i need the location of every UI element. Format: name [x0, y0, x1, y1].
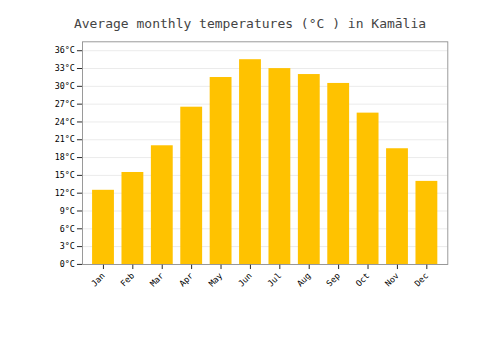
svg-text:27°C: 27°C [55, 99, 75, 109]
svg-text:Mar: Mar [148, 271, 166, 289]
svg-text:18°C: 18°C [55, 152, 75, 162]
svg-text:Dec: Dec [412, 271, 430, 289]
svg-text:0°C: 0°C [60, 259, 75, 269]
svg-text:3°C: 3°C [60, 241, 75, 251]
svg-text:12°C: 12°C [55, 188, 75, 198]
svg-text:Sep: Sep [324, 271, 342, 289]
svg-text:24°C: 24°C [55, 117, 75, 127]
svg-text:Jun: Jun [236, 271, 254, 289]
svg-text:Oct: Oct [354, 271, 372, 289]
svg-text:6°C: 6°C [60, 223, 75, 233]
svg-text:Jul: Jul [265, 271, 283, 289]
svg-text:Nov: Nov [383, 271, 401, 289]
svg-text:Jan: Jan [89, 271, 107, 289]
svg-text:May: May [207, 271, 225, 289]
svg-text:Aug: Aug [295, 271, 313, 289]
svg-text:Apr: Apr [177, 271, 195, 289]
svg-text:36°C: 36°C [55, 45, 75, 55]
svg-text:30°C: 30°C [55, 81, 75, 91]
svg-text:21°C: 21°C [55, 134, 75, 144]
svg-text:33°C: 33°C [55, 63, 75, 73]
svg-text:9°C: 9°C [60, 206, 75, 216]
html-text:Average monthly temperatures (: Average monthly temperatures (°C ) in Ka… [73, 16, 427, 31]
svg-text:15°C: 15°C [55, 170, 75, 180]
svg-text:Feb: Feb [118, 271, 136, 289]
